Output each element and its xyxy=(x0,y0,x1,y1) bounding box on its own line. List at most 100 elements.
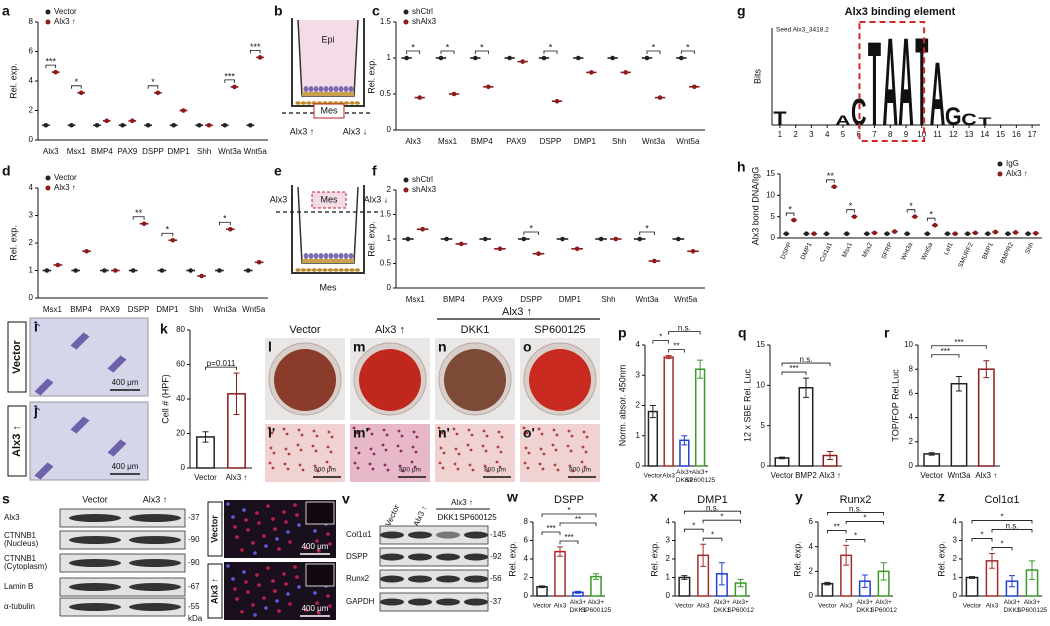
panel-letter: c xyxy=(372,3,380,19)
y-tick-label: 1 xyxy=(953,573,958,582)
stain-label: β-catenin xyxy=(227,612,254,619)
cell-speck xyxy=(119,439,127,445)
stain-speck xyxy=(556,468,560,472)
data-point xyxy=(872,230,877,236)
bar xyxy=(821,582,834,597)
cell xyxy=(311,268,317,272)
panel-letter: v xyxy=(342,491,350,507)
stain-speck xyxy=(583,465,587,469)
stain-speck xyxy=(540,432,544,436)
y-tick-label: 0 xyxy=(387,125,392,134)
data-point xyxy=(783,231,789,237)
y-tick-label: 1.5 xyxy=(380,210,392,219)
cell-speck xyxy=(116,358,124,364)
stain-speck xyxy=(356,466,360,470)
blot-band xyxy=(436,598,460,606)
scale-label: 800 μm xyxy=(314,467,336,474)
blot-band xyxy=(380,575,404,583)
stain-speck xyxy=(315,434,319,438)
blot-band xyxy=(129,536,181,544)
data-point xyxy=(804,231,809,237)
cell-speck xyxy=(108,450,116,456)
comparison-label: *** xyxy=(954,338,963,347)
y-tick-label: 15 xyxy=(766,169,775,178)
stain-speck xyxy=(523,461,527,465)
data-point xyxy=(965,231,970,237)
stain-speck xyxy=(386,468,390,472)
nucleus xyxy=(273,527,277,531)
stain-speck xyxy=(412,430,416,434)
data-point xyxy=(541,55,547,61)
logo-title: Alx3 binding element xyxy=(845,6,956,18)
panel-letter: b xyxy=(274,3,283,19)
legend-marker xyxy=(45,9,51,15)
image-label: Vector xyxy=(11,339,23,373)
data-point xyxy=(904,231,910,237)
lane-label: Alx3 ↑ xyxy=(143,494,168,504)
cell-speck xyxy=(107,451,115,457)
data-point xyxy=(104,118,110,124)
x-tick-label: DSPP xyxy=(128,305,150,314)
cell-speck xyxy=(45,379,53,385)
data-point xyxy=(576,55,581,61)
stain-speck xyxy=(312,429,316,433)
cell-speck xyxy=(71,343,79,349)
stain-speck xyxy=(368,462,372,466)
nucleus xyxy=(326,532,330,536)
chart-title: DSPP xyxy=(554,494,584,506)
data-point xyxy=(69,122,74,128)
nucleus xyxy=(293,565,297,569)
blot-band xyxy=(408,531,432,539)
logo-letter: T xyxy=(978,115,992,127)
x-tick-label: Alx3 xyxy=(405,137,421,146)
comparison-bracket xyxy=(991,547,1013,551)
cell-speck xyxy=(115,359,123,365)
x-tick-label: 17 xyxy=(1028,130,1037,139)
stain-speck xyxy=(316,469,320,473)
cell-speck xyxy=(117,441,125,447)
cell-speck xyxy=(33,405,41,411)
x-tick-label: Alx3 ↑ xyxy=(819,471,841,480)
logo-letter: T xyxy=(915,13,928,152)
significance-bracket xyxy=(132,216,145,220)
error-bar xyxy=(928,452,935,456)
cell-speck xyxy=(116,442,124,448)
stain-speck xyxy=(439,446,443,450)
cell-speck xyxy=(35,389,43,395)
stain-speck xyxy=(353,461,357,465)
y-axis-label: Rel. exp. xyxy=(792,541,802,577)
blot-band xyxy=(69,603,121,611)
stain-speck xyxy=(300,433,304,437)
panel-letter: g xyxy=(737,3,746,19)
error-bar xyxy=(700,543,707,567)
error-bar xyxy=(737,578,744,588)
x-tick-label: Msx1 xyxy=(67,147,87,156)
data-point xyxy=(78,90,84,96)
comparison-label: * xyxy=(567,506,570,515)
logo-letter: A xyxy=(930,44,946,144)
data-point xyxy=(196,122,202,128)
stain-speck xyxy=(524,446,528,450)
stain-speck xyxy=(415,435,419,439)
cell-speck xyxy=(37,387,45,393)
x-tick-label: Wnt3a xyxy=(218,147,242,156)
cell-speck xyxy=(111,447,119,453)
chart-title: Col1α1 xyxy=(984,494,1019,506)
comparison-bracket xyxy=(826,530,847,534)
x-tick-label: 5 xyxy=(841,130,846,139)
cell-speck xyxy=(42,466,50,472)
stain-speck xyxy=(370,432,374,436)
y-tick-label: 6 xyxy=(909,389,914,398)
data-point xyxy=(925,231,930,237)
comparison-label: *** xyxy=(546,524,555,533)
blot-band xyxy=(436,575,460,583)
stain-speck xyxy=(486,469,490,473)
label-box xyxy=(7,321,27,393)
cell-speck xyxy=(78,336,86,342)
y-tick-label: 3 xyxy=(29,211,34,220)
stain-speck xyxy=(471,468,475,472)
panel-letter: t xyxy=(228,501,233,517)
stain-speck xyxy=(482,429,486,433)
y-tick-label: 2 xyxy=(666,554,671,563)
panel-letter: e xyxy=(274,163,282,179)
